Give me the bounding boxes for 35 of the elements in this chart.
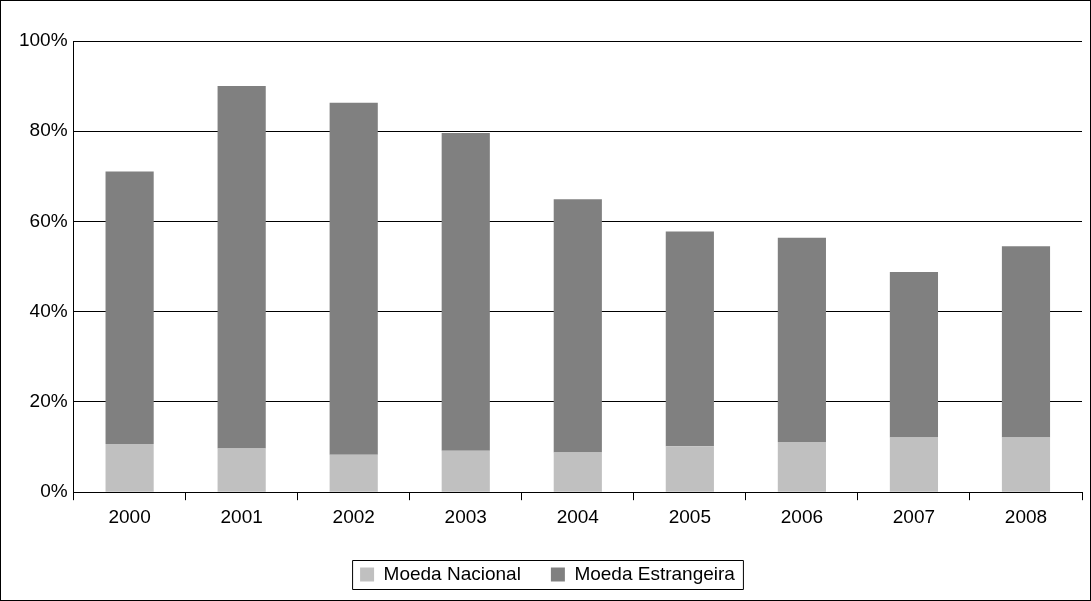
bar [329, 102, 378, 455]
legend-label: Moeda Estrangeira [574, 562, 736, 584]
x-tick-label: 2002 [332, 505, 375, 527]
bar [105, 443, 154, 492]
y-tick-label: 0% [40, 480, 68, 502]
y-tick-label: 20% [29, 390, 68, 412]
bar [777, 442, 826, 492]
bar [777, 237, 826, 443]
x-tick-label: 2001 [220, 505, 263, 527]
bar [217, 448, 266, 492]
y-tick-label: 40% [29, 299, 68, 321]
bar [1001, 437, 1051, 492]
x-tick-label: 2004 [556, 505, 600, 527]
bar [553, 452, 602, 492]
bar [665, 446, 714, 492]
y-tick-label: 80% [29, 119, 68, 141]
bar [889, 272, 939, 438]
bar [329, 454, 378, 492]
bar [889, 437, 939, 492]
bar [1001, 246, 1051, 438]
x-tick-label: 2006 [780, 505, 824, 527]
y-tick-label: 100% [18, 29, 68, 51]
bar [665, 231, 714, 447]
y-tick-label: 60% [29, 209, 68, 231]
legend-label: Moeda Nacional [383, 562, 521, 584]
x-tick-label: 2007 [892, 505, 936, 527]
bar [217, 86, 266, 449]
bar [105, 171, 154, 444]
bar [441, 133, 490, 451]
x-tick-label: 2000 [108, 505, 151, 527]
x-tick-label: 2003 [444, 505, 487, 527]
x-tick-label: 2005 [668, 505, 711, 527]
bar [441, 450, 490, 492]
x-tick-label: 2008 [1004, 505, 1048, 527]
bar [553, 199, 602, 453]
